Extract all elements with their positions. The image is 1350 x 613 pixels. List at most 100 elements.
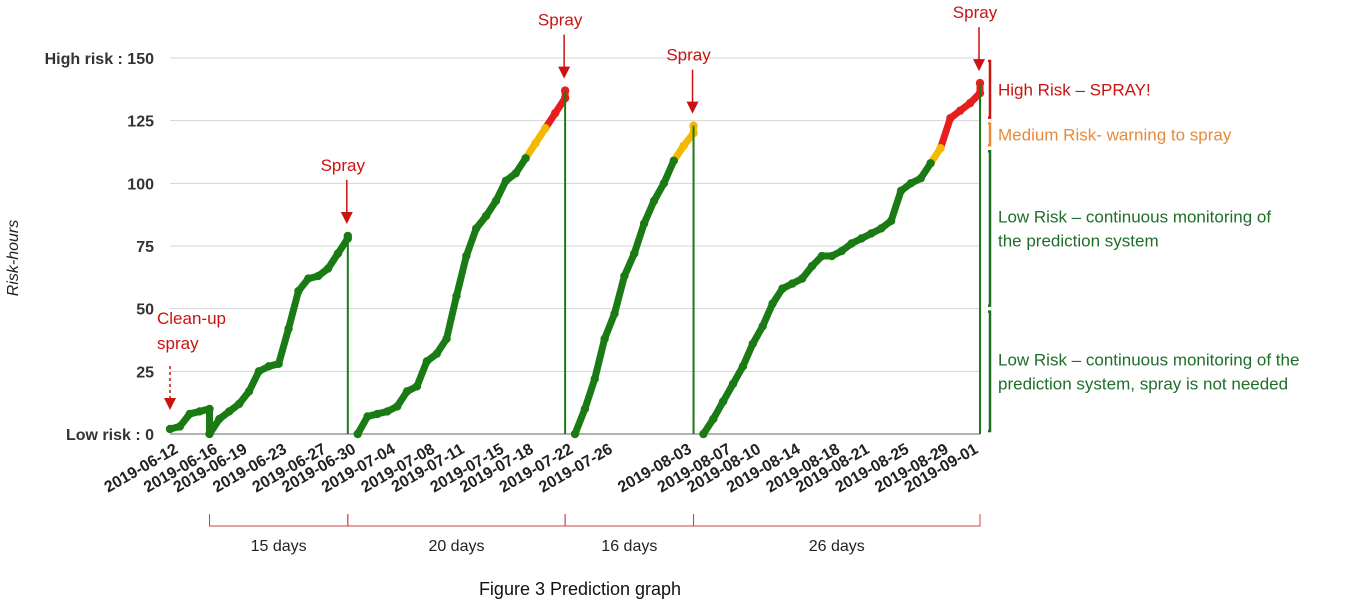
series-segment xyxy=(591,335,609,383)
data-point xyxy=(600,334,609,343)
y-axis-label: Risk-hours xyxy=(5,220,22,296)
data-point xyxy=(649,196,659,206)
data-point xyxy=(738,362,748,371)
data-point xyxy=(797,274,807,283)
interval-label: 26 days xyxy=(809,538,865,555)
series-segment xyxy=(275,325,293,368)
data-point xyxy=(225,407,234,416)
y-tick-label: 100 xyxy=(127,176,154,193)
grid-lines xyxy=(170,57,980,435)
annotation-text: Clean-up xyxy=(157,309,226,328)
data-point xyxy=(422,357,432,366)
data-point xyxy=(323,264,333,273)
data-point xyxy=(758,322,767,331)
legend-label: the prediction system xyxy=(998,231,1159,250)
data-point xyxy=(175,422,185,431)
data-point xyxy=(383,407,392,416)
data-point xyxy=(353,429,362,439)
data-point xyxy=(916,174,925,183)
legend-bracket xyxy=(988,122,992,147)
data-point xyxy=(610,309,619,318)
data-point xyxy=(886,216,896,226)
interval-label: 20 days xyxy=(428,538,484,555)
data-point xyxy=(669,156,678,165)
data-point xyxy=(234,399,244,409)
data-point xyxy=(462,251,471,261)
interval-bracket xyxy=(693,514,981,527)
annotation-text: Spray xyxy=(538,11,583,30)
data-point xyxy=(531,139,540,148)
y-tick-label: 125 xyxy=(127,114,154,131)
interval-label: 16 days xyxy=(601,538,657,555)
annotation-arrowhead xyxy=(686,101,699,114)
series-lines xyxy=(165,78,985,439)
interval-bracket xyxy=(209,514,349,527)
data-point xyxy=(442,334,451,343)
data-point xyxy=(412,382,422,391)
annotation-text: Spray xyxy=(953,3,998,22)
data-point xyxy=(304,274,313,283)
data-point xyxy=(570,429,580,439)
data-point xyxy=(452,291,461,301)
series-segment xyxy=(413,357,431,390)
y-tick-label: 50 xyxy=(136,302,154,319)
data-point xyxy=(511,169,520,178)
annotation-text: Spray xyxy=(666,46,711,65)
figure-caption: Figure 3 Prediction graph xyxy=(479,579,681,599)
series-segment xyxy=(462,224,480,260)
data-point xyxy=(679,141,688,150)
annotation-arrowhead xyxy=(340,211,353,224)
risk-legend: High Risk – SPRAY! Medium Risk- warning t… xyxy=(988,59,1299,433)
data-point xyxy=(274,359,283,369)
data-point xyxy=(807,261,817,271)
series-segment xyxy=(887,187,905,225)
legend-bracket xyxy=(988,59,992,119)
data-point xyxy=(392,402,402,411)
data-point xyxy=(748,339,758,348)
data-point xyxy=(788,279,797,288)
data-point xyxy=(313,271,323,281)
legend-bracket xyxy=(988,310,992,433)
data-point xyxy=(402,387,412,396)
data-point xyxy=(699,429,708,439)
data-point xyxy=(165,424,175,434)
data-point xyxy=(185,409,194,419)
legend-label: Medium Risk- warning to spray xyxy=(998,125,1232,144)
y-tick-label: Low risk : 0 xyxy=(66,427,154,444)
data-point xyxy=(709,414,718,424)
interval-bracket xyxy=(347,514,566,527)
data-point xyxy=(906,179,916,188)
data-point xyxy=(926,159,935,168)
interval-brackets: 15 days 20 days 16 days 26 days xyxy=(209,514,981,555)
legend-label: Low Risk – continuous monitoring of the xyxy=(998,350,1299,369)
legend-label: prediction system, spray is not needed xyxy=(998,374,1288,393)
data-point xyxy=(294,286,303,296)
data-point xyxy=(877,224,886,233)
data-point xyxy=(946,113,955,123)
data-point xyxy=(363,412,372,421)
data-point xyxy=(867,229,876,238)
data-point xyxy=(778,284,787,293)
y-tick-label: High risk : 150 xyxy=(45,51,154,68)
interval-bracket xyxy=(564,514,695,527)
data-point xyxy=(590,374,599,384)
data-point xyxy=(541,123,550,133)
series-segment xyxy=(571,405,589,438)
spray-annotations: Clean-up spray Spray Spray Spray Spray xyxy=(157,3,998,410)
annotation-arrowhead xyxy=(558,66,571,79)
series-segment xyxy=(452,252,470,300)
interval-label: 15 days xyxy=(251,538,307,555)
data-point xyxy=(244,387,254,396)
series-segment xyxy=(630,219,648,258)
data-point xyxy=(215,414,224,424)
data-point xyxy=(837,246,846,256)
x-axis: 2019-06-122019-06-162019-06-192019-06-23… xyxy=(102,441,982,497)
annotation-arrowhead xyxy=(164,398,176,410)
annotation-arrowhead xyxy=(973,59,985,72)
data-point xyxy=(936,144,945,153)
data-point xyxy=(639,219,649,228)
data-point xyxy=(373,409,382,419)
data-point xyxy=(965,98,975,108)
y-axis: Low risk : 0 25 50 75 100 125 High risk : 150 xyxy=(45,51,154,444)
data-point xyxy=(728,379,738,389)
